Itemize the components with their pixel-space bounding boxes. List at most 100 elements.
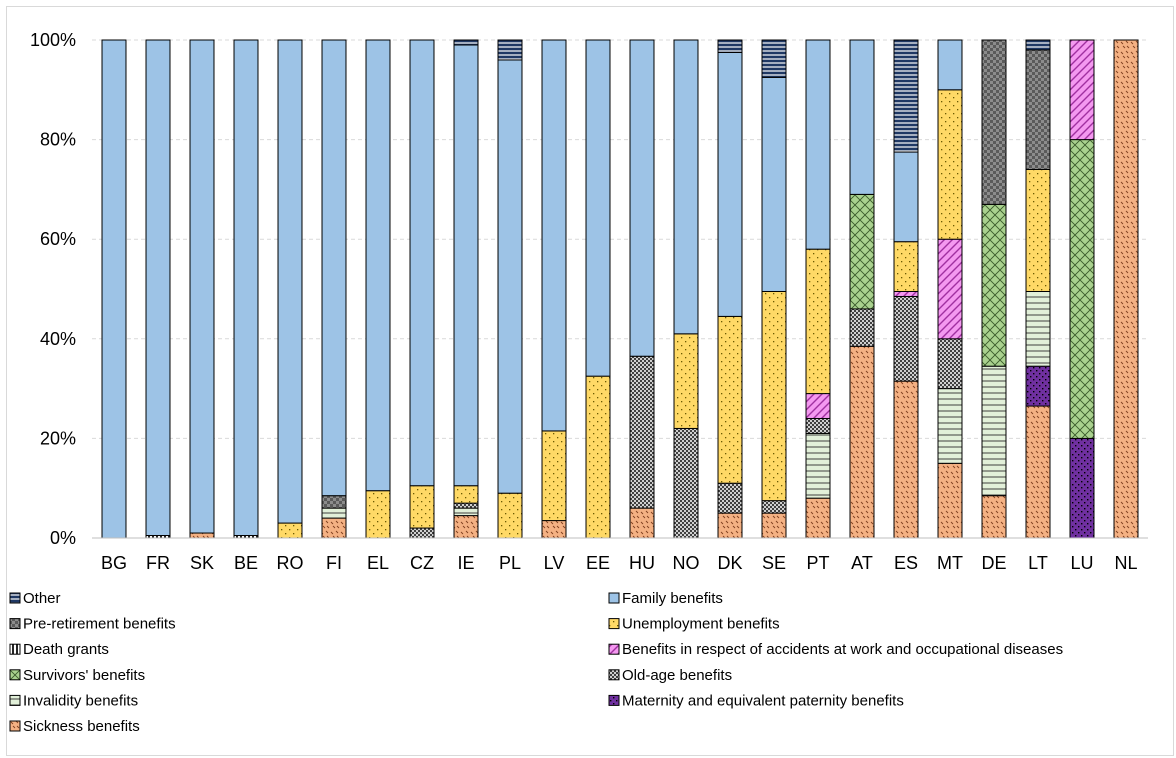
chart-frame (6, 6, 1174, 756)
legend-item-sickness: Sickness benefits (9, 718, 140, 735)
bar-MT (937, 39, 963, 539)
bar-segment-family (497, 59, 523, 494)
bar-segment-family (101, 39, 127, 539)
bar-segment-oldage (849, 308, 875, 347)
x-tick-label: SE (762, 553, 786, 573)
bar-segment-unemployment (893, 241, 919, 292)
bar-segment-sickness (1025, 405, 1051, 539)
legend-label: Death grants (23, 641, 109, 658)
bar-PL (497, 39, 523, 539)
bar-segment-other (1025, 39, 1051, 51)
legend-label: Other (23, 590, 61, 607)
bar-segment-invalidity (937, 388, 963, 464)
x-tick-label: RO (277, 553, 304, 573)
legend-label: Benefits in respect of accidents at work… (622, 641, 1063, 658)
bar-segment-accidents (805, 393, 831, 419)
bar-segment-unemployment (937, 89, 963, 240)
legend-swatch (608, 592, 620, 604)
bar-LV (541, 39, 567, 539)
bar-segment-accidents (1069, 39, 1095, 141)
bar-segment-unemployment (409, 485, 435, 529)
bar-DK (717, 39, 743, 539)
bar-segment-other (893, 39, 919, 153)
bar-segment-survivors (1069, 139, 1095, 439)
bar-segment-invalidity (981, 365, 1007, 497)
bar-segment-unemployment (585, 375, 611, 539)
y-tick-label: 100% (30, 30, 76, 50)
legend-label: Pre-retirement benefits (23, 616, 176, 633)
bar-segment-oldage (453, 502, 479, 509)
legend-item-family: Family benefits (608, 590, 723, 607)
bar-segment-unemployment (497, 492, 523, 539)
bar-segment-survivors (981, 203, 1007, 367)
bar-segment-preretire (321, 495, 347, 509)
x-tick-label: EL (367, 553, 389, 573)
bar-segment-other (717, 39, 743, 53)
legend-swatch (9, 669, 21, 681)
y-tick-label: 40% (40, 329, 76, 349)
y-tick-label: 80% (40, 130, 76, 150)
bar-LU (1069, 39, 1095, 539)
legend-swatch (608, 643, 620, 655)
bar-segment-unemployment (673, 333, 699, 429)
bar-segment-oldage (761, 500, 787, 514)
bar-segment-maternity (1025, 365, 1051, 407)
legend-label: Invalidity benefits (23, 692, 138, 709)
bar-segment-invalidity (805, 432, 831, 499)
bar-segment-family (365, 39, 391, 492)
legend-item-preretire: Pre-retirement benefits (9, 616, 176, 633)
x-tick-label: NL (1114, 553, 1137, 573)
bar-segment-unemployment (453, 485, 479, 504)
x-tick-label: BG (101, 553, 127, 573)
bar-segment-unemployment (1025, 168, 1051, 292)
bar-BE (233, 39, 259, 539)
gridlines (92, 39, 1148, 439)
x-tick-label: LT (1028, 553, 1048, 573)
x-tick-label: FI (326, 553, 342, 573)
x-tick-label: HU (629, 553, 655, 573)
bars (101, 39, 1139, 539)
bar-FR (145, 39, 171, 539)
bar-segment-family (409, 39, 435, 487)
x-tick-label: AT (851, 553, 873, 573)
legend-swatch (9, 643, 21, 655)
bar-segment-invalidity (321, 507, 347, 519)
bar-segment-maternity (1069, 437, 1095, 539)
bar-segment-invalidity (1025, 290, 1051, 367)
bar-segment-family (145, 39, 171, 537)
bar-AT (849, 39, 875, 539)
x-tick-label: MT (937, 553, 963, 573)
bar-segment-sickness (629, 507, 655, 539)
legend-swatch (9, 720, 21, 732)
x-tick-label: LU (1070, 553, 1093, 573)
legend-label: Unemployment benefits (622, 616, 780, 633)
bar-segment-family (541, 39, 567, 432)
bar-IE (453, 39, 479, 539)
bar-segment-unemployment (805, 248, 831, 395)
legend-swatch (608, 694, 620, 706)
x-tick-label: PT (806, 553, 829, 573)
x-tick-label: EE (586, 553, 610, 573)
legend-item-other: Other (9, 590, 61, 607)
x-tick-label: DE (981, 553, 1006, 573)
x-tick-label: DK (717, 553, 742, 573)
bar-EL (365, 39, 391, 539)
bar-segment-other (453, 39, 479, 46)
bar-segment-invalidity (453, 507, 479, 517)
bar-LT (1025, 39, 1051, 539)
legend-item-death: Death grants (9, 641, 109, 658)
bar-DE (981, 39, 1007, 539)
bar-segment-sickness (717, 512, 743, 539)
bar-segment-unemployment (717, 315, 743, 484)
x-tick-label: LV (544, 553, 565, 573)
bar-segment-survivors (849, 193, 875, 310)
bar-segment-family (585, 39, 611, 377)
bar-segment-sickness (849, 345, 875, 539)
bar-segment-family (893, 151, 919, 243)
bar-segment-oldage (673, 427, 699, 539)
bar-PT (805, 39, 831, 539)
legend-label: Sickness benefits (23, 718, 140, 735)
bar-segment-oldage (893, 295, 919, 382)
bar-segment-unemployment (761, 290, 787, 502)
legend-swatch (9, 618, 21, 630)
